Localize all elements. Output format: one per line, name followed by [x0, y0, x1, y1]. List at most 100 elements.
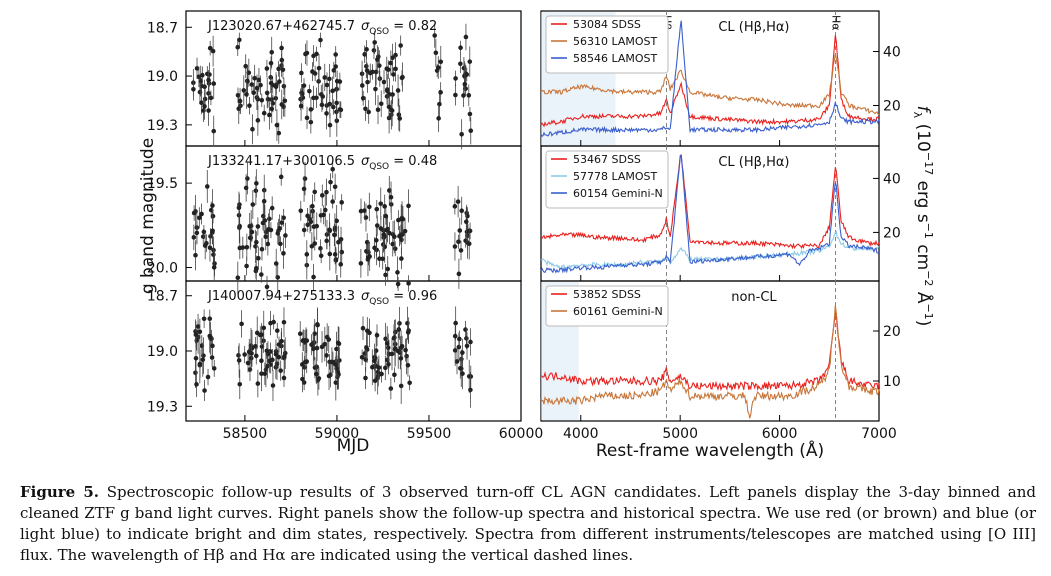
data-point [238, 246, 243, 251]
data-point [375, 57, 380, 62]
data-point [335, 118, 340, 123]
data-point [299, 91, 304, 96]
data-point [334, 101, 339, 106]
data-point [453, 244, 458, 249]
data-point [236, 353, 241, 358]
data-point [250, 346, 255, 351]
data-point [365, 68, 370, 73]
data-point [382, 80, 387, 85]
data-point [458, 45, 463, 50]
data-point [236, 93, 241, 98]
data-point [367, 205, 372, 210]
data-point [247, 224, 252, 229]
data-point [457, 337, 462, 342]
data-point [380, 256, 385, 261]
data-point [386, 362, 391, 367]
data-point [274, 84, 279, 89]
data-point [386, 345, 391, 350]
data-point [397, 321, 402, 326]
data-point [195, 231, 200, 236]
data-point [328, 180, 333, 185]
data-point [279, 339, 284, 344]
data-point [400, 232, 405, 237]
data-point [249, 236, 254, 241]
y-tick-label: 19.0 [147, 344, 178, 360]
data-point [399, 217, 404, 222]
data-point [300, 377, 305, 382]
data-point [265, 91, 270, 96]
data-point [372, 359, 377, 364]
data-point [245, 245, 250, 250]
data-point [299, 104, 304, 109]
data-point [211, 252, 216, 257]
data-point [363, 106, 368, 111]
data-point [434, 50, 439, 55]
data-point [262, 199, 267, 204]
data-point [327, 228, 332, 233]
data-point [317, 376, 322, 381]
y-tick-label: 20 [883, 324, 901, 340]
data-point [397, 116, 402, 121]
object-name: J123020.67+462745.7 [207, 19, 355, 34]
data-point [203, 243, 208, 248]
data-point [259, 98, 264, 103]
data-point [367, 254, 372, 259]
data-point [305, 252, 310, 257]
data-point [453, 348, 458, 353]
data-point [282, 376, 287, 381]
data-point [302, 83, 307, 88]
data-point [324, 239, 329, 244]
data-point [260, 247, 265, 252]
data-point [210, 355, 215, 360]
data-point [192, 211, 197, 216]
data-point [252, 76, 257, 81]
data-point [206, 78, 211, 83]
data-point [269, 50, 274, 55]
data-point [334, 258, 339, 263]
data-point [399, 356, 404, 361]
data-point [310, 69, 315, 74]
data-point [372, 40, 377, 45]
y-tick-label: 20 [883, 99, 901, 115]
object-name: J140007.94+275133.3 [207, 289, 355, 304]
data-point [320, 193, 325, 198]
data-point [378, 201, 383, 206]
data-point [375, 223, 380, 228]
data-point [259, 272, 264, 277]
x-tick-label: 58500 [223, 426, 268, 442]
caption-text: Spectroscopic follow-up results of 3 obs… [20, 483, 1036, 564]
light-curve-2: 19.5 20.0 J133241.17+300106.5 σQSO = 0.48 [147, 154, 521, 298]
data-point [464, 219, 469, 224]
data-point [202, 316, 207, 321]
data-point [453, 334, 458, 339]
data-point [256, 381, 261, 386]
y-tick-label: 10 [883, 374, 901, 390]
data-point [275, 123, 280, 128]
panel-title: CL (Hβ,Hα) [718, 20, 789, 35]
data-point [393, 67, 398, 72]
data-point [396, 282, 401, 287]
data-point [194, 356, 199, 361]
data-point [237, 358, 242, 363]
data-point [270, 206, 275, 211]
data-point [458, 61, 463, 66]
data-point [281, 251, 286, 256]
legend-entry: 58546 LAMOST [573, 52, 658, 65]
data-point [262, 111, 267, 116]
data-point [456, 239, 461, 244]
data-point [269, 61, 274, 66]
data-point [468, 112, 473, 117]
data-point [193, 253, 198, 258]
data-point [265, 66, 270, 71]
figure-5: 18.719.019.3J123020.67+462745.7 σQSO = 0.… [0, 0, 1051, 476]
data-point [459, 132, 464, 137]
x-tick-label: 59500 [407, 426, 452, 442]
data-point [364, 47, 369, 52]
data-point [199, 100, 204, 105]
data-point [237, 382, 242, 387]
data-point [207, 334, 212, 339]
data-point [271, 383, 276, 388]
data-point [374, 207, 379, 212]
data-point [333, 252, 338, 257]
data-point [460, 371, 465, 376]
